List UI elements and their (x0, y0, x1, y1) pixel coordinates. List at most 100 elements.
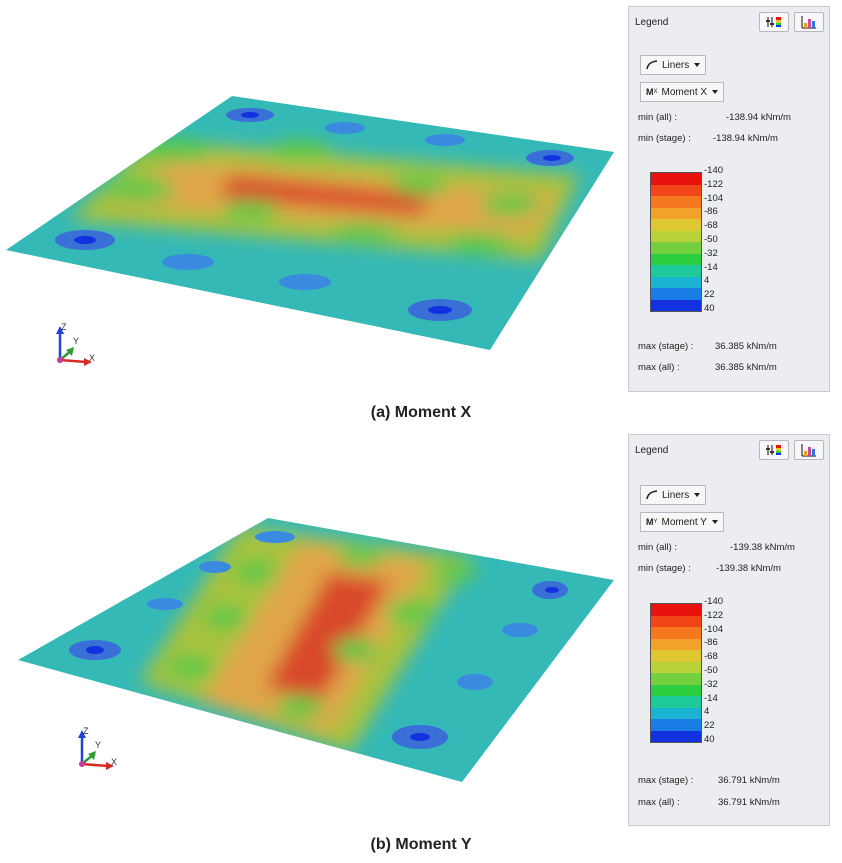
color-swatch (651, 707, 701, 719)
legend-panel: Legend (628, 6, 830, 392)
max-all-value: 36.791 kNm/m (718, 797, 780, 808)
color-swatch (651, 684, 701, 696)
max-stage-row: max (stage) : 36.791 kNm/m (638, 775, 780, 786)
color-scale-tick-label: -122 (704, 178, 724, 190)
color-scale-tick-label: -86 (704, 206, 718, 218)
color-swatch (651, 253, 701, 265)
color-scale-tick-label: -104 (704, 192, 724, 204)
min-all-row: min (all) : -138.94 kNm/m (638, 112, 791, 123)
min-stage-value: -139.38 kNm/m (716, 563, 781, 574)
coordinate-axes-triad: Z Y X (48, 320, 108, 375)
axis-x-label: X (89, 353, 96, 363)
liners-curve-icon (646, 490, 658, 500)
color-scale-tick-label: 4 (704, 275, 710, 287)
color-swatch (651, 265, 701, 277)
color-swatch (651, 196, 701, 208)
max-all-value: 36.385 kNm/m (715, 362, 777, 373)
color-scale-tick-label: -122 (704, 609, 724, 621)
min-stage-row: min (stage) : -138.94 kNm/m (638, 133, 778, 144)
moment-dropdown-label: Moment Y (661, 516, 707, 528)
color-swatch (651, 719, 701, 731)
color-scale-bar (650, 603, 702, 743)
max-stage-value: 36.385 kNm/m (715, 341, 777, 352)
min-stage-row: min (stage) : -139.38 kNm/m (638, 563, 781, 574)
min-all-row: min (all) : -139.38 kNm/m (638, 542, 795, 553)
color-scale-tick-label: 22 (704, 720, 715, 732)
color-scale-tick-label: -140 (704, 165, 724, 176)
color-swatch (651, 276, 701, 288)
legend-settings-button[interactable] (759, 12, 789, 32)
color-swatch (651, 219, 701, 231)
color-swatch (651, 638, 701, 650)
settings-sliders-icon (766, 17, 781, 27)
color-scale-tick-label: -68 (704, 651, 718, 663)
plate-contour-moment-x[interactable] (0, 0, 620, 400)
color-swatch (651, 604, 701, 616)
chart-view-icon (801, 16, 816, 29)
min-all-value: -138.94 kNm/m (726, 112, 791, 123)
legend-panel: Legend (628, 434, 830, 826)
color-swatch (651, 242, 701, 254)
color-scale-tick-label: 22 (704, 289, 715, 301)
color-swatch (651, 627, 701, 639)
color-scale-tick-label: -86 (704, 637, 718, 649)
color-scale-tick-label: -32 (704, 247, 718, 259)
color-scale-tick-label: -50 (704, 234, 718, 245)
liners-dropdown-label: Liners (662, 59, 690, 71)
color-swatch (651, 730, 701, 742)
color-swatch (651, 184, 701, 196)
color-swatch (651, 230, 701, 242)
legend-title: Legend (635, 445, 669, 456)
color-scale-tick-label: 40 (704, 734, 715, 745)
axis-y-label: Y (73, 336, 80, 346)
color-swatch (651, 299, 701, 311)
liners-dropdown[interactable]: Liners (640, 485, 707, 505)
chart-view-icon (801, 444, 816, 457)
max-stage-row: max (stage) : 36.385 kNm/m (638, 341, 777, 352)
axis-z-label: Z (83, 726, 89, 736)
panel-moment-y: Z Y X Legend (0, 432, 842, 863)
color-swatch (651, 650, 701, 662)
color-scale-bar (650, 172, 702, 312)
caption-moment-x: (a) Moment X (370, 404, 472, 421)
color-scale-tick-label: -104 (704, 623, 724, 635)
color-swatch (651, 661, 701, 673)
plate-contour-moment-y[interactable] (0, 432, 620, 832)
legend-settings-button[interactable] (759, 440, 789, 460)
liners-curve-icon (646, 60, 658, 70)
min-stage-value: -138.94 kNm/m (713, 133, 778, 144)
moment-dropdown-label: Moment X (661, 86, 708, 98)
max-all-row: max (all) : 36.791 kNm/m (638, 797, 780, 808)
color-swatch (651, 673, 701, 685)
color-scale-tick-label: -14 (704, 692, 718, 704)
min-all-value: -139.38 kNm/m (730, 542, 795, 553)
chevron-down-icon (694, 493, 701, 497)
legend-chart-button[interactable] (794, 12, 824, 32)
color-scale-tick-label: -68 (704, 220, 718, 232)
chevron-down-icon (711, 520, 718, 524)
settings-sliders-icon (766, 445, 781, 455)
legend-chart-button[interactable] (794, 440, 824, 460)
chevron-down-icon (712, 90, 719, 94)
color-scale-tick-label: -50 (704, 665, 718, 676)
color-swatch (651, 696, 701, 708)
color-scale-tick-label: -14 (704, 261, 718, 273)
color-scale-tick-label: -32 (704, 678, 718, 690)
liners-dropdown-label: Liners (662, 489, 690, 501)
axis-y-label: Y (95, 740, 102, 750)
coordinate-axes-triad: Z Y X (70, 724, 130, 779)
caption-moment-y: (b) Moment Y (370, 836, 472, 853)
color-swatch (651, 615, 701, 627)
color-swatch (651, 288, 701, 300)
color-scale-tick-label: 40 (704, 303, 715, 314)
color-scale-tick-label: -140 (704, 596, 724, 607)
axis-z-label: Z (61, 322, 67, 332)
max-all-row: max (all) : 36.385 kNm/m (638, 362, 777, 373)
color-scale-tick-label: 4 (704, 706, 710, 718)
liners-dropdown[interactable]: Liners (640, 55, 707, 75)
panel-moment-x: Z Y X Legend (0, 0, 830, 421)
